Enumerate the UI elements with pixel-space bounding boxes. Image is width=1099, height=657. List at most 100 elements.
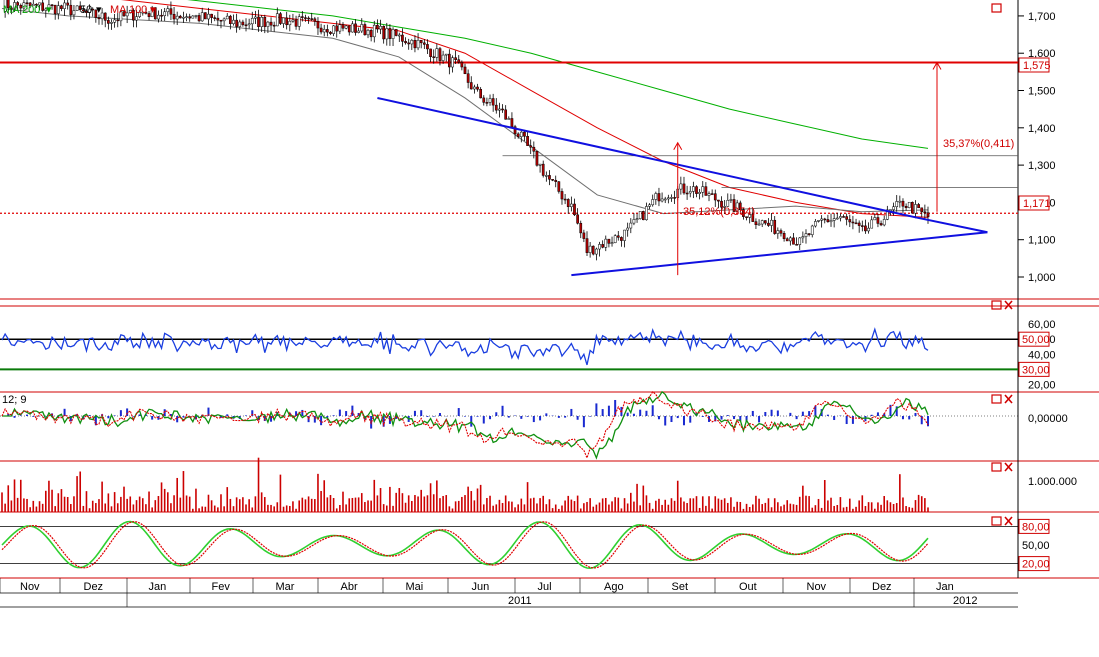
maximize-icon[interactable]	[991, 394, 1002, 404]
maximize-icon[interactable]	[991, 516, 1002, 526]
volume-bar	[448, 506, 451, 512]
volume-bar	[126, 498, 128, 512]
volume-bar	[57, 493, 60, 512]
volume-bar	[213, 505, 216, 512]
volume-bar	[82, 505, 85, 512]
maximize-icon[interactable]	[991, 300, 1002, 310]
volume-bar	[282, 506, 285, 512]
candle-body	[432, 56, 436, 58]
volume-bar	[852, 508, 854, 512]
candle-body	[504, 109, 508, 120]
macd-hist-bar	[489, 416, 492, 420]
resistance-badge: 1,575	[1018, 57, 1051, 73]
macd-hist-bar	[733, 416, 736, 420]
macd-hist-bar	[94, 416, 97, 426]
close-icon[interactable]	[1004, 516, 1013, 526]
volume-bar	[16, 497, 19, 512]
price-tick-label: 1,600	[1028, 48, 1056, 60]
candle-body	[422, 42, 426, 45]
lower-trendline	[571, 231, 988, 277]
volume-bar	[773, 498, 776, 512]
volume-bar	[314, 499, 316, 512]
candle-body	[72, 10, 76, 16]
price-levels	[0, 61, 1018, 214]
candle-body	[319, 27, 323, 33]
candle-body	[776, 230, 780, 234]
candle-body	[532, 146, 536, 152]
candle-body	[369, 29, 373, 38]
volume-bar	[32, 500, 35, 512]
ma200-dropdown-icon[interactable]: ▾	[46, 4, 52, 16]
volume-bar	[608, 504, 610, 512]
volume-bar	[129, 496, 132, 512]
ma100-dropdown-icon[interactable]: ▾	[150, 4, 156, 16]
volume-bar	[432, 494, 435, 512]
period-legend[interactable]: 50	[80, 4, 92, 16]
volume-bar	[107, 493, 110, 512]
macd-hist-bar	[432, 416, 435, 417]
candle-body	[795, 244, 798, 246]
candle-body	[288, 20, 292, 26]
volume-bar	[207, 494, 210, 512]
candle-body	[444, 53, 448, 56]
period-dropdown-icon[interactable]: ▾	[96, 4, 102, 16]
candle-body	[613, 235, 617, 243]
volume-bar	[576, 495, 579, 512]
macd-hist-bar	[338, 409, 341, 416]
volume-bar	[285, 505, 288, 512]
volume-bar	[29, 507, 31, 512]
volume-bar	[464, 495, 466, 512]
candle-body	[407, 42, 411, 45]
candle-body	[757, 223, 761, 226]
candle-body	[338, 24, 342, 32]
candle-body	[835, 217, 839, 220]
ma100-legend[interactable]: MA 100	[110, 4, 147, 16]
volume-bar	[1, 492, 3, 512]
volume-bar	[292, 501, 294, 512]
candle-body	[810, 225, 814, 235]
volume-bar	[467, 486, 469, 512]
candle-body	[785, 238, 789, 242]
volume-bar	[298, 500, 300, 512]
volume-bar	[167, 492, 169, 512]
close-icon[interactable]	[1004, 300, 1013, 310]
candle-body	[94, 9, 98, 18]
volume-bar	[598, 502, 601, 512]
volume-bar	[295, 508, 297, 512]
volume-bar	[276, 502, 279, 512]
candle-body	[235, 19, 238, 27]
month-label: Jul	[538, 581, 552, 593]
macd-hist-bar	[801, 411, 804, 416]
volume-bar	[676, 480, 679, 512]
maximize-icon[interactable]	[991, 462, 1002, 472]
volume-bar	[7, 485, 10, 512]
macd-hist-bar	[557, 416, 560, 418]
candle-body	[291, 19, 295, 22]
volume-bar	[429, 483, 432, 512]
close-icon[interactable]	[1004, 394, 1013, 404]
close-icon[interactable]	[1004, 462, 1013, 472]
ma200-legend[interactable]: MA 200	[3, 4, 40, 16]
volume-bar	[351, 497, 354, 512]
candle-body	[207, 13, 210, 20]
macd-hist-bar	[507, 416, 510, 418]
candle-body	[410, 40, 414, 45]
candle-body	[307, 17, 310, 20]
volume-bar	[551, 508, 554, 512]
macd-hist-bar	[113, 415, 116, 416]
macd-hist-bar	[670, 416, 673, 423]
volume-bar	[842, 507, 845, 512]
macd-hist-bar	[326, 416, 329, 418]
volume-bar	[914, 500, 917, 512]
volume-bar	[589, 498, 591, 512]
macd-hist-bar	[545, 413, 548, 416]
candle-body	[138, 11, 141, 17]
maximize-icon[interactable]	[991, 3, 1002, 13]
volume-bar	[489, 495, 491, 512]
target-annotation: 35,37%(0,411)	[943, 138, 1014, 150]
volume-bar	[482, 504, 485, 512]
candle-body	[222, 18, 226, 22]
volume-bar	[670, 498, 673, 512]
year-label: 2011	[508, 595, 532, 607]
volume-bar	[389, 486, 391, 512]
